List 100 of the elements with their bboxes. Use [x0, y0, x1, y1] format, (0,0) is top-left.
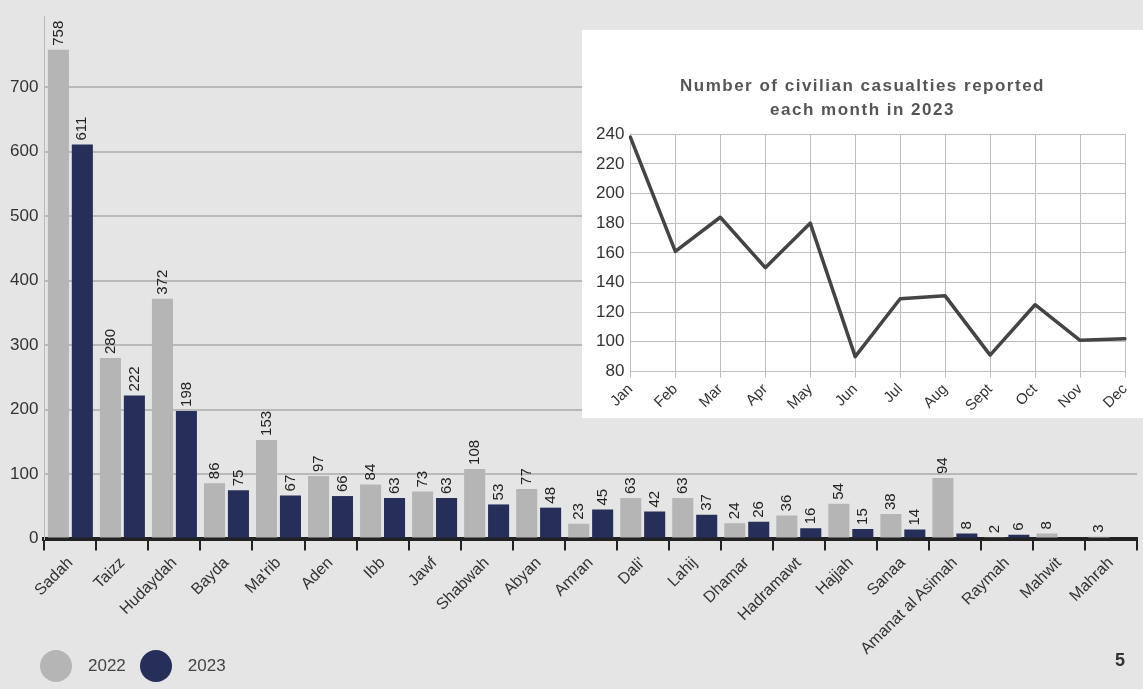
data-label: 45 [592, 488, 610, 506]
data-label: 108 [464, 439, 482, 465]
bar [279, 495, 301, 538]
data-label: 24 [724, 502, 742, 520]
data-label: 3 [1089, 524, 1107, 533]
data-label: 8 [1037, 521, 1055, 530]
legend-label: 2022 [88, 656, 126, 676]
data-label: 37 [696, 494, 714, 511]
y-tick-label: 200 [595, 183, 625, 203]
data-label: 63 [672, 477, 690, 494]
x-tick-label: Nov [1054, 379, 1086, 411]
data-label: 97 [308, 455, 326, 473]
chart-title: Number of civilian casualties reported each month in 2023 [679, 75, 1046, 121]
bar [748, 521, 770, 538]
bar [672, 497, 694, 538]
bar [956, 533, 978, 538]
y-tick-label: 500 [9, 205, 39, 225]
data-label: 48 [540, 486, 558, 504]
bar [488, 504, 510, 538]
x-tick-label: Jan [606, 379, 636, 409]
y-tick-label: 120 [595, 301, 625, 321]
data-label: 94 [933, 457, 951, 474]
y-tick-label: 100 [9, 463, 39, 483]
bar [175, 410, 197, 538]
bar [644, 511, 666, 538]
bar [203, 483, 226, 538]
data-label: 26 [748, 501, 766, 518]
x-tick-label: Dec [1099, 379, 1131, 411]
bar [932, 477, 954, 538]
data-label: 77 [516, 468, 534, 485]
data-label: 66 [332, 475, 350, 493]
bar [592, 509, 614, 538]
data-label: 280 [100, 329, 118, 355]
x-tick-label: Mar [695, 379, 726, 411]
bar [331, 496, 354, 538]
y-tick-label: 600 [9, 141, 39, 161]
y-tick-label: 180 [595, 212, 625, 232]
bar [904, 529, 926, 538]
bar [412, 491, 434, 538]
y-tick-label: 0 [28, 528, 39, 548]
x-tick-label: Ibb [360, 553, 388, 582]
bar [776, 515, 798, 538]
legend-label: 2023 [187, 656, 226, 676]
bar [880, 514, 902, 538]
x-tick-label: Feb [650, 379, 681, 411]
data-label: 53 [488, 483, 506, 501]
y-tick-label: 400 [9, 270, 39, 290]
y-tick-label: 140 [595, 272, 625, 292]
y-tick-label: 220 [595, 153, 625, 173]
bar [123, 395, 145, 538]
data-label: 42 [644, 490, 662, 508]
y-tick-label: 100 [595, 331, 625, 351]
bar [360, 484, 382, 538]
data-label: 63 [436, 477, 454, 494]
bar [436, 497, 458, 538]
bar [71, 144, 93, 538]
bar [540, 507, 562, 538]
data-label: 86 [204, 462, 222, 480]
bar [1036, 533, 1058, 538]
bar [828, 503, 850, 538]
bar [1008, 534, 1030, 538]
data-label: 75 [228, 469, 246, 487]
data-label: 222 [124, 366, 142, 392]
data-label: 63 [620, 477, 638, 494]
data-label: 198 [176, 381, 194, 407]
y-tick-label: 200 [9, 399, 39, 419]
x-tick-label: Apr [741, 379, 771, 409]
data-label: 67 [280, 474, 298, 492]
data-label: 38 [881, 493, 899, 511]
bar [384, 497, 406, 538]
y-tick-label: 240 [595, 123, 625, 143]
data-label: 2 [985, 524, 1003, 534]
bar [227, 490, 249, 538]
bar [516, 488, 538, 538]
data-label: 15 [852, 508, 870, 525]
bar [620, 497, 642, 538]
x-tick-label: Oct [1011, 379, 1041, 409]
data-label: 63 [384, 477, 402, 494]
x-tick-label: Jun [831, 379, 861, 409]
data-label: 84 [360, 463, 378, 481]
bar [800, 528, 822, 538]
data-label: 23 [568, 503, 586, 520]
data-label: 73 [412, 470, 430, 488]
y-tick-label: 80 [605, 361, 625, 381]
data-label: 54 [829, 483, 847, 500]
x-tick-label: Jul [879, 379, 906, 406]
text: 5 [1114, 650, 1125, 671]
x-tick-label: Aug [919, 379, 951, 411]
data-label: 758 [48, 20, 66, 46]
x-tick-label: May [783, 379, 816, 412]
data-label: 16 [800, 507, 818, 525]
data-label: 14 [904, 508, 922, 526]
y-tick-label: 700 [9, 76, 39, 96]
data-label: 8 [957, 521, 974, 530]
data-label: 6 [1009, 522, 1027, 531]
bar [696, 514, 718, 538]
bar [852, 528, 874, 538]
bar [568, 523, 590, 538]
y-tick-label: 160 [595, 242, 625, 262]
bar [724, 523, 746, 538]
